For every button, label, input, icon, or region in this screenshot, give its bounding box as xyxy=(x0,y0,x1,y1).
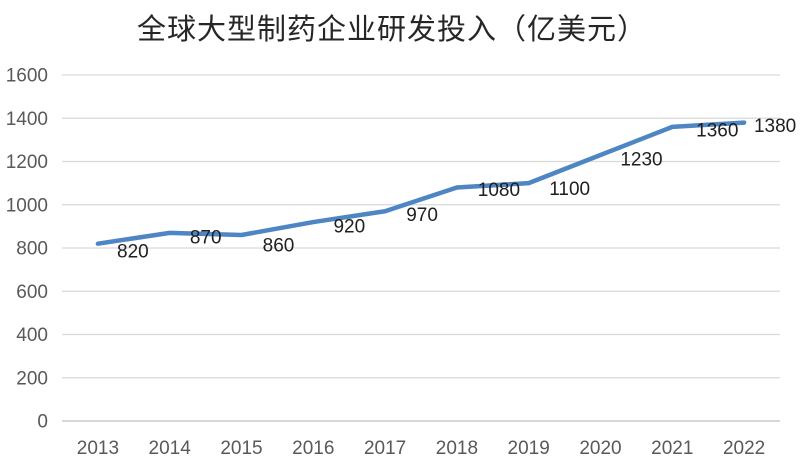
x-tick-label: 2014 xyxy=(149,438,192,459)
y-tick-label: 200 xyxy=(16,368,48,389)
data-label: 1100 xyxy=(549,179,590,200)
data-label: 1230 xyxy=(620,150,662,171)
x-tick-label: 2016 xyxy=(292,438,334,459)
y-tick-label: 0 xyxy=(37,412,48,433)
data-label: 1080 xyxy=(478,180,520,201)
data-label: 920 xyxy=(333,217,365,238)
chart-title: 全球大型制药企业研发投入（亿美元） xyxy=(136,12,647,46)
y-tick-label: 1600 xyxy=(6,66,48,87)
x-tick-label: 2018 xyxy=(436,438,478,459)
y-tick-label: 1000 xyxy=(6,195,48,216)
data-label: 860 xyxy=(263,236,295,257)
data-label: 820 xyxy=(117,241,149,262)
x-tick-label: 2015 xyxy=(220,438,262,459)
y-tick-label: 600 xyxy=(16,282,48,303)
x-tick-label: 2020 xyxy=(579,438,621,459)
data-label: 970 xyxy=(406,205,438,226)
y-tick-label: 1200 xyxy=(6,152,48,173)
series-line xyxy=(95,120,747,246)
data-label: 870 xyxy=(190,228,222,249)
x-tick-label: 2019 xyxy=(508,438,550,459)
x-tick-label: 2022 xyxy=(723,438,765,459)
y-tick-label: 1400 xyxy=(6,109,48,130)
y-tick-label: 800 xyxy=(16,239,48,260)
x-tick-label: 2021 xyxy=(651,438,693,459)
x-tick-label: 2013 xyxy=(77,438,119,459)
data-label: 1360 xyxy=(696,121,738,142)
data-label: 1380 xyxy=(754,116,796,137)
x-tick-label: 2017 xyxy=(364,438,406,459)
y-tick-label: 400 xyxy=(16,325,48,346)
